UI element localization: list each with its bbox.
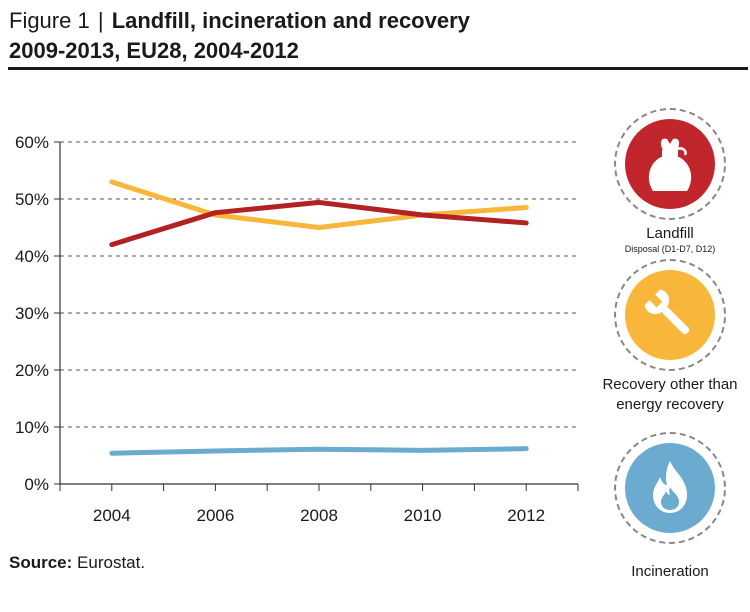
series-line-recovery — [109, 179, 529, 230]
wrench-icon — [625, 270, 715, 360]
figure-label: Figure 1 — [9, 8, 90, 33]
landfill-label: Landfill — [646, 225, 694, 242]
x-tick-label: 2008 — [300, 506, 338, 525]
source-text: Eurostat. — [77, 553, 146, 572]
title-rule — [8, 67, 748, 70]
legend-landfill: Landfill Disposal (D1-D7, D12) — [595, 108, 745, 255]
incineration-label: Incineration — [631, 563, 709, 580]
title-subline: 2009-2013, EU28, 2004-2012 — [9, 38, 299, 63]
series-line-incineration — [109, 446, 529, 456]
series-line-landfill — [109, 199, 529, 248]
landfill-sublabel: Disposal (D1-D7, D12) — [624, 244, 716, 254]
y-tick-label: 30% — [15, 304, 49, 323]
y-tick-label: 20% — [15, 361, 49, 380]
flame-icon — [625, 443, 715, 533]
y-tick-label: 10% — [15, 418, 49, 437]
x-tick-label: 2004 — [93, 506, 131, 525]
y-tick-label: 60% — [15, 133, 49, 152]
y-tick-label: 50% — [15, 190, 49, 209]
source-note: Source: Eurostat. — [9, 553, 145, 573]
figure-title: Figure 1 | Landfill, incineration and re… — [9, 6, 749, 66]
legend-recovery: Recovery other than energy recovery — [595, 259, 745, 415]
title-separator: | — [97, 8, 104, 33]
line-chart: 0% 10% 20% 30% 40% 50% 60% 2004 2006 2008 2010 2012 — [15, 133, 579, 525]
y-tick-label: 0% — [24, 475, 49, 494]
x-tick-label: 2010 — [404, 506, 442, 525]
title-main: Landfill, incineration and recovery — [111, 8, 470, 33]
x-tick-label: 2006 — [196, 506, 234, 525]
incineration-ring — [614, 432, 726, 544]
landfill-ring — [614, 108, 726, 220]
recovery-label: Recovery other than energy recovery — [602, 376, 738, 413]
y-tick-label: 40% — [15, 247, 49, 266]
x-tick-label: 2012 — [507, 506, 545, 525]
source-label: Source: — [9, 553, 73, 572]
legend-incineration: Incineration — [595, 432, 745, 582]
recovery-ring — [614, 259, 726, 371]
waste-sack-icon — [625, 119, 715, 209]
